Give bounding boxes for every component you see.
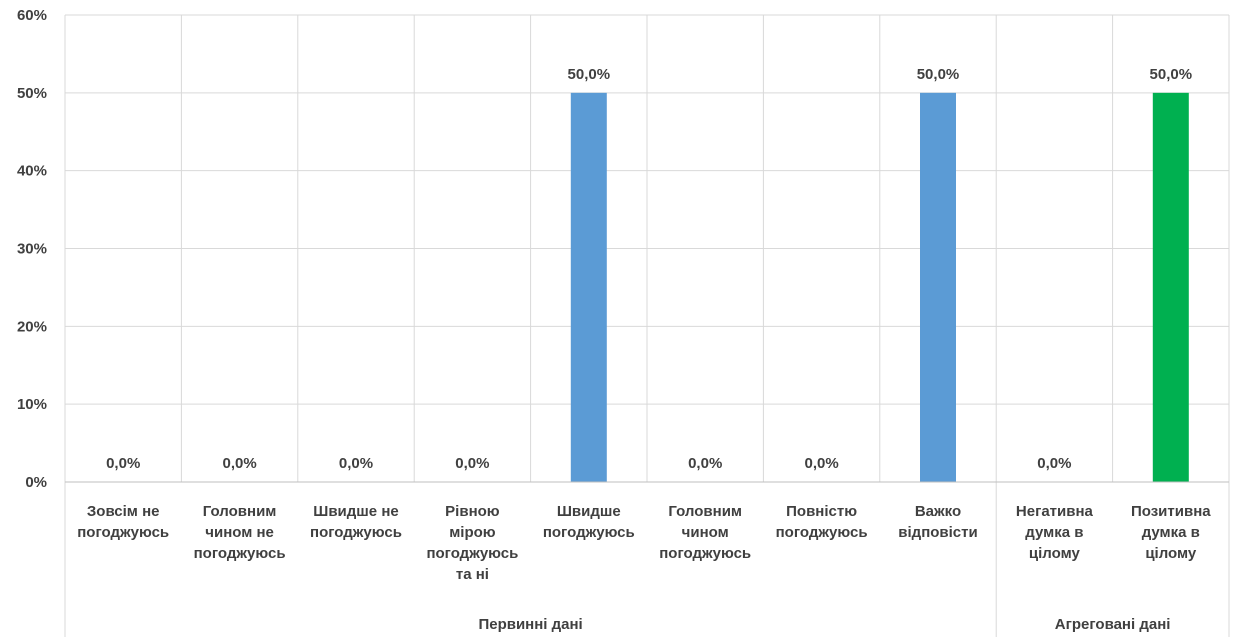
data-label: 0,0%	[804, 455, 838, 472]
category-label: Рівною мірою погоджуюсь та ні	[426, 503, 518, 583]
y-tick-label: 50%	[17, 85, 47, 102]
data-label: 0,0%	[222, 455, 256, 472]
category-label: Важко відповісти	[898, 503, 977, 541]
y-tick-label: 40%	[17, 163, 47, 180]
data-label: 0,0%	[1037, 455, 1071, 472]
y-tick-label: 20%	[17, 318, 47, 335]
category-label: Негативна думка в цілому	[1016, 503, 1094, 562]
category-label: Позитивна думка в цілому	[1131, 503, 1211, 562]
group-label: Агреговані дані	[1055, 616, 1171, 633]
category-label: Зовсім не погоджуюсь	[77, 503, 169, 541]
bar	[570, 92, 607, 482]
y-tick-label: 60%	[17, 7, 47, 24]
data-label: 0,0%	[106, 455, 140, 472]
y-tick-label: 30%	[17, 241, 47, 258]
group-label: Первинні дані	[478, 616, 582, 633]
category-label: Повністю погоджуюсь	[776, 503, 868, 541]
y-tick-label: 10%	[17, 396, 47, 413]
y-tick-label: 0%	[25, 474, 47, 491]
data-label: 0,0%	[455, 455, 489, 472]
data-label: 50,0%	[568, 66, 611, 83]
data-label: 50,0%	[917, 66, 960, 83]
data-label: 0,0%	[339, 455, 373, 472]
category-label: Швидше не погоджуюсь	[310, 503, 402, 541]
data-label: 50,0%	[1150, 66, 1193, 83]
data-label: 0,0%	[688, 455, 722, 472]
category-label: Головним чином не погоджуюсь	[194, 503, 286, 562]
category-label: Головним чином погоджуюсь	[659, 503, 751, 562]
bar	[1152, 92, 1189, 482]
category-label: Швидше погоджуюсь	[543, 503, 635, 541]
bar	[920, 92, 956, 482]
